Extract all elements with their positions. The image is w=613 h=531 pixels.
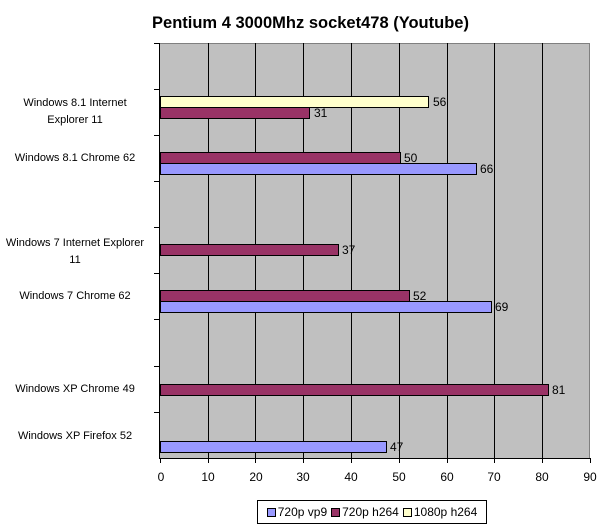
y-axis <box>159 43 160 459</box>
gridline <box>494 43 495 458</box>
x-tick-label: 30 <box>296 470 310 484</box>
x-tick-label: 20 <box>249 470 263 484</box>
y-tick <box>154 135 159 136</box>
legend-label: 720p h264 <box>342 505 399 519</box>
x-tick <box>160 458 161 463</box>
x-tick <box>351 458 352 463</box>
x-tick <box>494 458 495 463</box>
y-tick <box>154 273 159 274</box>
x-tick-label: 40 <box>344 470 358 484</box>
legend-swatch-icon <box>402 507 412 517</box>
value-label: 37 <box>342 243 356 257</box>
category-label: Windows 7 Internet Explorer 11 <box>0 236 150 267</box>
value-label: 47 <box>390 440 404 454</box>
x-tick-label: 60 <box>440 470 454 484</box>
value-label: 69 <box>495 300 509 314</box>
gridline <box>351 43 352 458</box>
bar-720p-vp9 <box>160 441 387 453</box>
x-tick-label: 70 <box>487 470 501 484</box>
gridline <box>399 43 400 458</box>
x-tick <box>255 458 256 463</box>
bar-720p-h264 <box>160 244 339 256</box>
legend-swatch-icon <box>331 507 341 517</box>
value-label: 81 <box>552 383 566 397</box>
bar-720p-vp9 <box>160 163 477 175</box>
y-tick <box>154 412 159 413</box>
category-label-line: 11 <box>69 254 81 266</box>
legend: 720p vp9 720p h264 1080p h264 <box>257 500 487 524</box>
chart-title: Pentium 4 3000Mhz socket478 (Youtube) <box>152 14 469 32</box>
category-label-line: Windows 8.1 Internet <box>23 97 127 109</box>
value-label: 31 <box>314 106 328 120</box>
x-tick <box>447 458 448 463</box>
x-tick-label: 10 <box>201 470 215 484</box>
legend-label: 1080p h264 <box>413 505 478 519</box>
legend-swatch-icon <box>266 507 276 517</box>
x-tick <box>208 458 209 463</box>
category-label: Windows XP Firefox 52 <box>17 430 133 442</box>
y-tick <box>154 227 159 228</box>
category-label: Windows 8.1 Internet Explorer 11 <box>0 96 150 127</box>
y-tick <box>154 319 159 320</box>
x-tick <box>590 458 591 463</box>
x-tick-label: 50 <box>392 470 406 484</box>
legend-item-1080p-h264: 1080p h264 <box>402 505 478 519</box>
x-tick-label: 90 <box>583 470 597 484</box>
category-label: Windows 8.1 Chrome 62 <box>14 152 136 164</box>
gridline <box>447 43 448 458</box>
x-axis <box>159 458 591 459</box>
value-label: 50 <box>404 151 418 165</box>
y-tick <box>154 89 159 90</box>
legend-item-720p-vp9: 720p vp9 <box>266 505 328 519</box>
gridline <box>542 43 543 458</box>
category-label-line: Windows 7 Internet Explorer <box>5 237 145 249</box>
legend-item-720p-h264: 720p h264 <box>331 505 399 519</box>
y-tick <box>154 43 159 44</box>
value-label: 56 <box>433 95 447 109</box>
x-tick <box>399 458 400 463</box>
y-tick <box>154 181 159 182</box>
category-label-line: Explorer 11 <box>47 114 103 126</box>
x-tick-label: 80 <box>535 470 549 484</box>
y-tick <box>154 366 159 367</box>
value-label: 52 <box>413 289 427 303</box>
legend-label: 720p vp9 <box>277 505 328 519</box>
x-tick <box>542 458 543 463</box>
category-label: Windows 7 Chrome 62 <box>19 290 131 302</box>
bar-720p-h264 <box>160 384 549 396</box>
category-label: Windows XP Chrome 49 <box>15 383 135 395</box>
x-tick <box>303 458 304 463</box>
value-label: 66 <box>480 162 494 176</box>
bar-720p-vp9 <box>160 301 492 313</box>
x-tick-label: 0 <box>157 470 165 484</box>
bar-720p-h264 <box>160 107 310 119</box>
